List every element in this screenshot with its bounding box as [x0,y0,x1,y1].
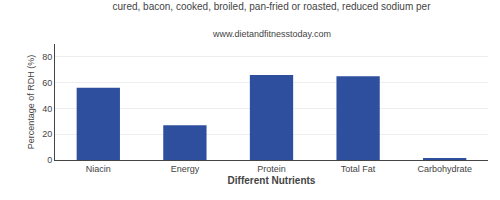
svg-text:Niacin: Niacin [86,164,111,174]
svg-text:0: 0 [47,155,52,165]
svg-text:80: 80 [42,52,52,62]
svg-text:www.dietandfitnesstoday.com: www.dietandfitnesstoday.com [212,29,331,39]
svg-text:Energy: Energy [171,164,200,174]
svg-text:Carbohydrate: Carbohydrate [417,164,472,174]
svg-text:40: 40 [42,104,52,114]
svg-text:Different Nutrients: Different Nutrients [228,175,316,186]
svg-text:Percentage of RDH (%): Percentage of RDH (%) [26,55,36,150]
svg-text:60: 60 [42,78,52,88]
svg-text:Total Fat: Total Fat [341,164,376,174]
svg-text:cured, bacon, cooked, broiled,: cured, bacon, cooked, broiled, pan-fried… [113,1,432,12]
svg-text:20: 20 [42,129,52,139]
svg-text:Protein: Protein [257,164,286,174]
